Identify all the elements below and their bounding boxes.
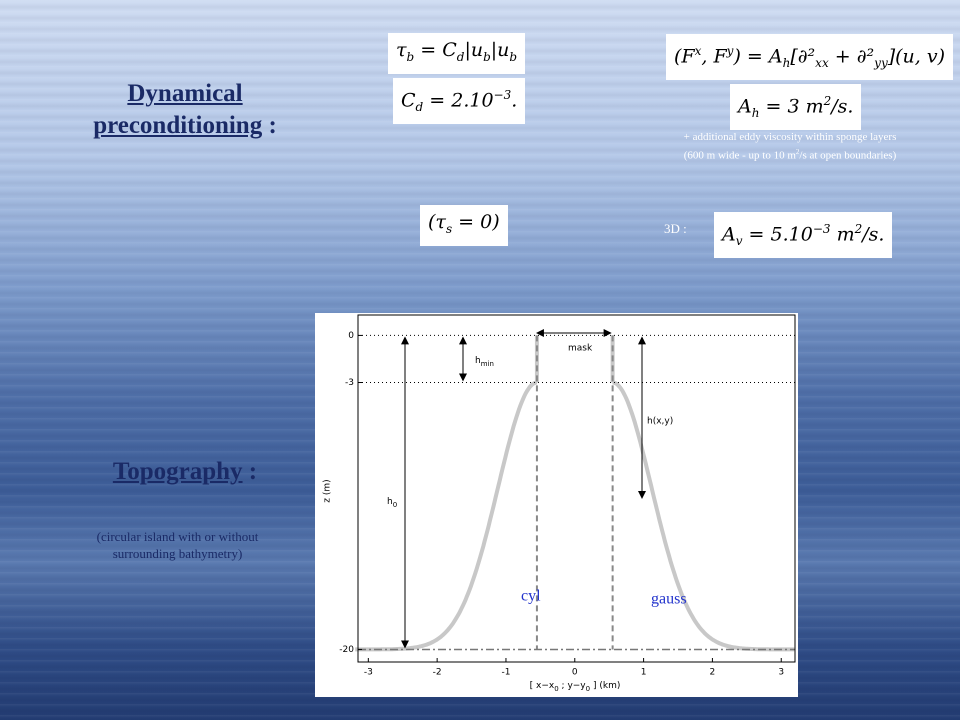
equation-part: = 0) — [452, 211, 500, 233]
equation-part: C — [401, 89, 416, 112]
plot-frame — [357, 314, 796, 663]
equation-part: = 3 m — [759, 95, 824, 118]
equation-part: y — [726, 44, 734, 58]
equation-part: d — [456, 49, 465, 64]
annotation: mask — [568, 344, 593, 354]
equation-part: yy — [874, 56, 888, 71]
label: 3D : — [664, 221, 687, 236]
equation-part: [∂² — [790, 45, 816, 68]
annotation: h0 — [387, 497, 397, 510]
equation-part: (F — [674, 45, 695, 68]
annotation: h(x,y) — [647, 417, 673, 427]
equation-part: 2 — [854, 222, 863, 236]
x-tick-label: -3 — [364, 668, 373, 678]
equation-part: b — [483, 49, 491, 64]
equation-part: d — [415, 100, 424, 115]
x-axis-label-part: ; y−y — [559, 681, 587, 691]
equation-part: /s at open boundaries) — [799, 149, 897, 162]
island-profile — [612, 380, 795, 652]
equation-part: (600 m wide - up to 10 m — [683, 149, 796, 162]
equation-part: x — [694, 44, 702, 58]
equation-part: τ — [396, 39, 407, 61]
equation-part: |u — [490, 39, 510, 61]
annotation-part: 0 — [393, 501, 397, 509]
equation-part: h — [782, 56, 791, 71]
equation-part: xx — [815, 56, 829, 71]
caption: (circular island with or without surroun… — [96, 529, 259, 561]
equation-part: = 2.10 — [423, 89, 494, 112]
equation-part: v — [735, 234, 743, 249]
equation-part: /s. — [862, 223, 885, 246]
heading-title: Dynamical preconditioning — [93, 80, 263, 139]
y-tick-label: -20 — [339, 645, 354, 655]
equation: Av = 5.10−3 m2/s. — [714, 212, 893, 259]
annotation-part: min — [481, 360, 494, 368]
equation-part: (τ — [428, 211, 446, 233]
equation-part: 2 — [823, 94, 832, 108]
heading-suffix: : — [242, 458, 258, 485]
x-tick-label: 3 — [778, 668, 784, 678]
equation-part: 2 — [795, 148, 800, 156]
equation: Cd = 2.10−3. — [393, 78, 526, 125]
equation-part: −3 — [493, 88, 512, 102]
equation-part: h — [751, 106, 760, 121]
heading: Dynamical preconditioning : — [40, 78, 330, 142]
equation-part: −3 — [812, 222, 831, 236]
equation-part: = C — [414, 39, 457, 61]
y-tick-label: -3 — [345, 378, 354, 388]
island-profile — [355, 380, 538, 652]
equation: (τs = 0) — [420, 205, 508, 246]
x-tick-label: -1 — [501, 668, 510, 678]
x-axis-label-part: ] (km) — [590, 681, 620, 691]
note-line: (600 m wide - up to 10 m2/s at open boun… — [640, 145, 940, 164]
profile-label: gauss — [651, 591, 687, 608]
y-tick-label: 0 — [348, 331, 354, 341]
heading: Topography : — [40, 456, 330, 488]
equation-part: ) = A — [733, 45, 783, 68]
equation-part: b — [406, 49, 415, 64]
equation: τb = Cd|ub|ub — [388, 33, 526, 74]
heading-title: Topography — [112, 458, 243, 485]
figure: -3 -2 -1 0 1 2 30-3-20z (m)[ x−x0 ; y−y0 ] (km… — [315, 313, 798, 697]
equation-part: |u — [464, 39, 484, 61]
annotation-part: h — [387, 497, 393, 507]
annotation: hmin — [475, 356, 494, 369]
equation-part: s — [445, 221, 453, 236]
x-axis-label-part: 0 — [554, 685, 558, 693]
x-tick-label: -2 — [433, 668, 442, 678]
equation-part: , F — [701, 45, 727, 68]
note-line: + additional eddy viscosity within spong… — [683, 131, 897, 143]
equation-part: . — [511, 89, 518, 112]
equation: (Fx, Fy) = Ah[∂²xx + ∂²yy](u, v) — [666, 34, 954, 81]
x-axis-label: [ x−x0 ; y−y0 ] (km) — [530, 681, 621, 694]
y-axis-label: z (m) — [323, 479, 333, 502]
note: + additional eddy viscosity within spong… — [640, 130, 940, 164]
x-tick-label: 0 — [572, 668, 578, 678]
equation-part: + ∂² — [828, 45, 875, 68]
x-axis-label-part: [ x−x — [530, 681, 555, 691]
equation-part: A — [722, 223, 736, 246]
x-tick-label: 1 — [641, 668, 647, 678]
equation-part: m — [830, 223, 855, 246]
equation-part: /s. — [831, 95, 854, 118]
equation-part: = 5.10 — [742, 223, 813, 246]
profile-label: cyl — [521, 588, 541, 605]
equation-part: A — [738, 95, 752, 118]
heading-suffix: : — [262, 112, 277, 139]
x-axis-label-part: 0 — [586, 685, 590, 693]
annotation-part: h — [475, 356, 481, 366]
x-tick-label: 2 — [710, 668, 716, 678]
equation-part: b — [509, 49, 518, 64]
equation-part: ](u, v) — [887, 45, 946, 68]
equation: Ah = 3 m2/s. — [730, 84, 862, 131]
